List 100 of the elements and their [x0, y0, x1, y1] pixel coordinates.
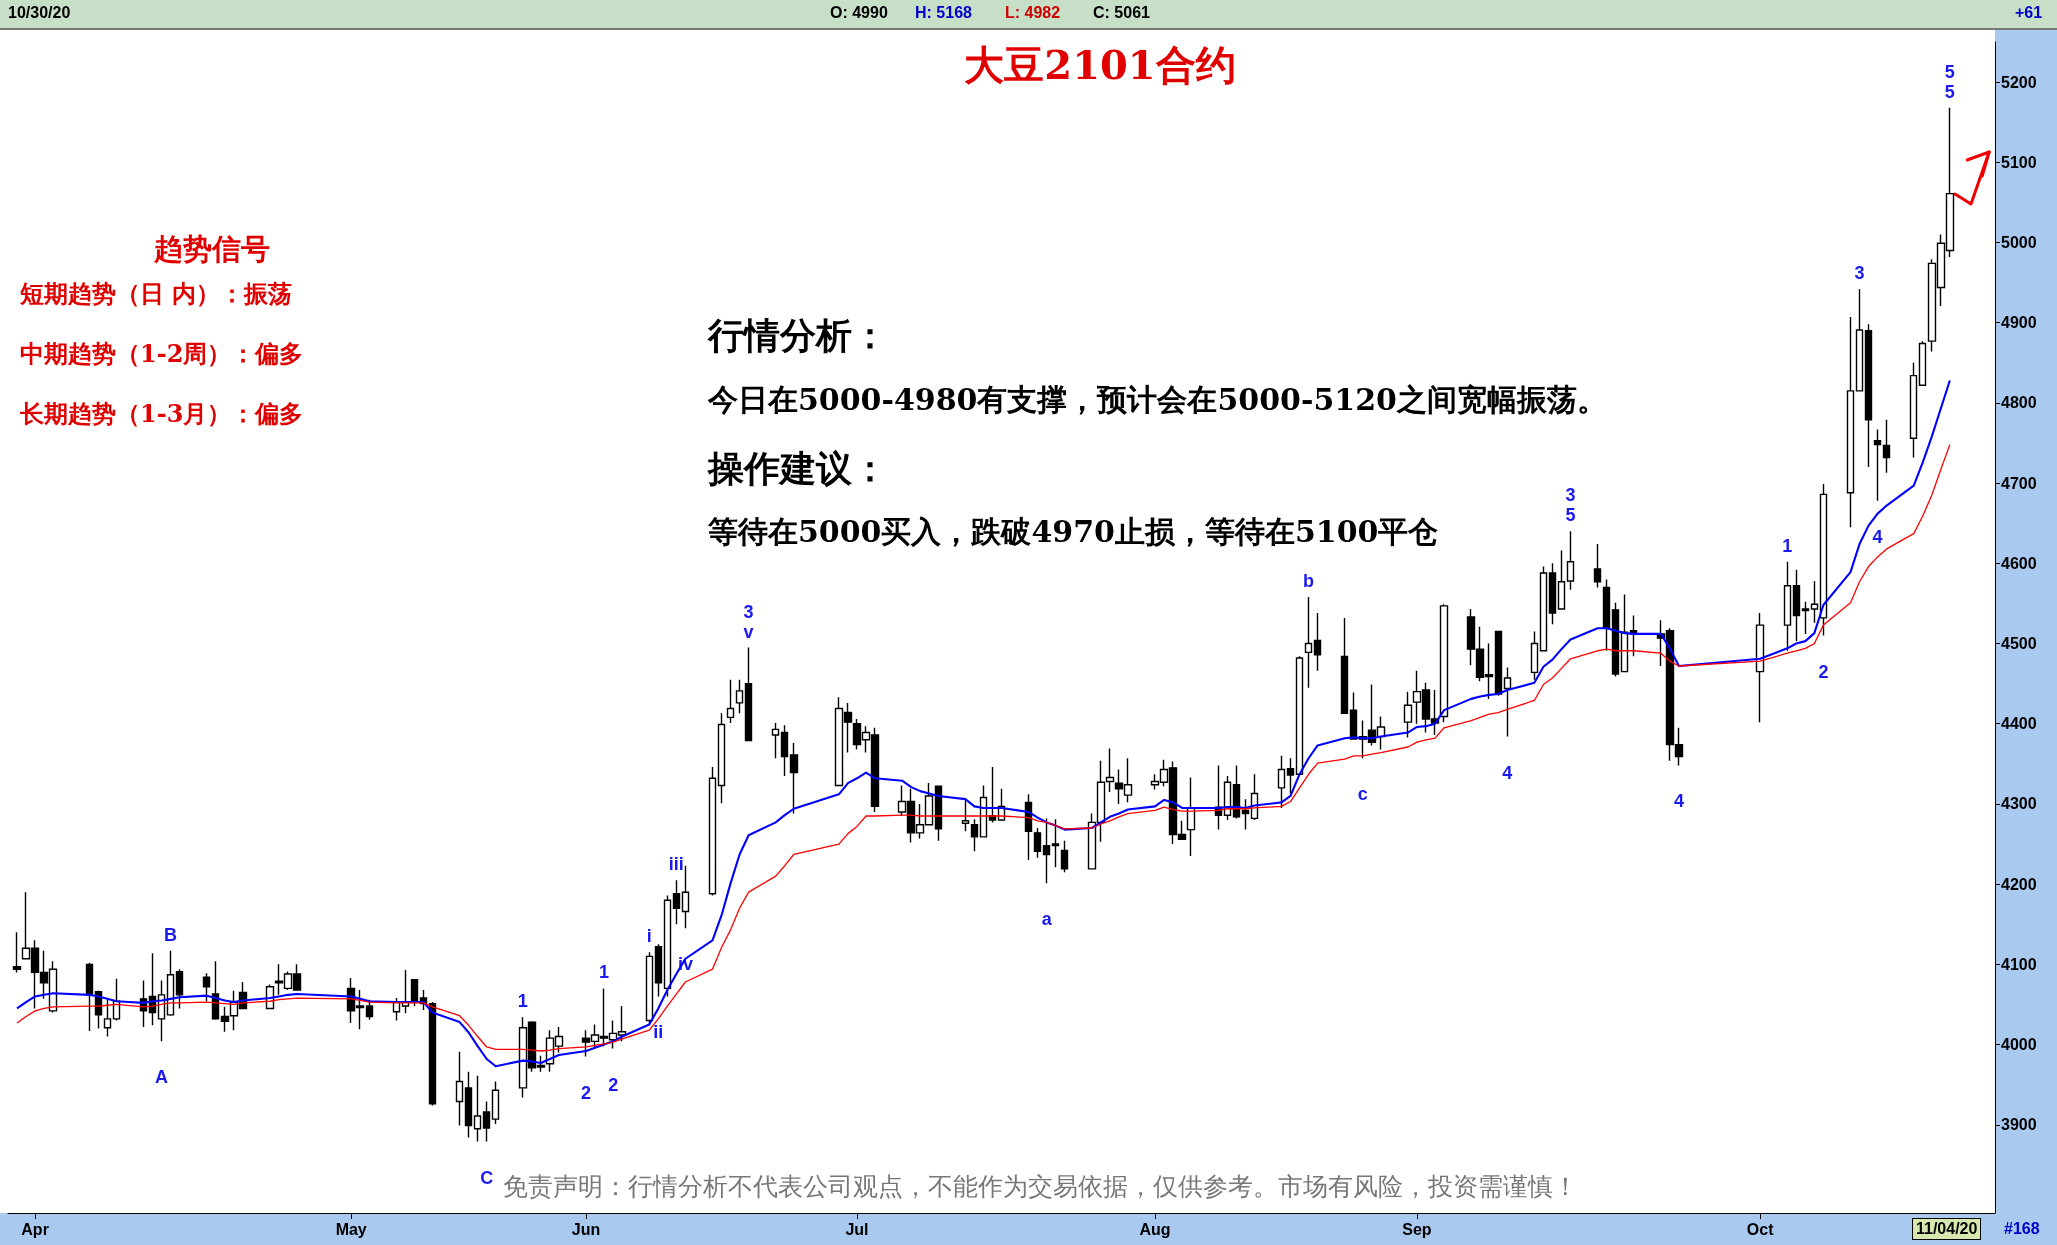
- text: +61: [2015, 4, 2043, 22]
- annotation: 免责声明：行情分析不代表公司观点，不能作为交易依据，仅供参考。市场有风险，投资需谨慎！: [502, 1171, 1578, 1203]
- annotation: 2: [581, 1082, 592, 1103]
- candlestick: [961, 798, 970, 832]
- annotation: 4: [1673, 791, 1684, 812]
- candlestick: [1105, 747, 1115, 793]
- candlestick: [1241, 798, 1250, 831]
- candlestick: [265, 983, 275, 1010]
- annotation: 长期趋势（1-3月）：偏多: [20, 398, 304, 430]
- y-tick-label: 4400: [2001, 715, 2037, 733]
- candlestick: [1801, 601, 1810, 635]
- text: O: 4990: [830, 4, 888, 22]
- annotation: i: [646, 926, 652, 947]
- candlestick: [1810, 580, 1819, 624]
- candlestick: [1792, 569, 1801, 642]
- candlestick: [1286, 757, 1295, 795]
- candlestick: [1557, 549, 1566, 610]
- candlestick: [1783, 561, 1792, 652]
- annotation: 3: [1565, 485, 1576, 506]
- y-tick-label: 4700: [2001, 474, 2037, 492]
- candlestick: [220, 1006, 230, 1033]
- annotation: 中期趋势（1-2周）：偏多: [20, 338, 304, 370]
- annotation: 3: [1854, 263, 1865, 284]
- candlestick: [970, 818, 979, 852]
- y-tick-label: 5200: [2001, 73, 2037, 91]
- candlestick: [1611, 601, 1620, 678]
- candlestick: [744, 646, 753, 742]
- candlestick: [1755, 612, 1765, 723]
- candlestick: [1304, 596, 1313, 689]
- annotation: 5: [1565, 505, 1576, 526]
- y-tick-label: 4600: [2001, 554, 2037, 572]
- candlestick: [1846, 316, 1855, 528]
- annotation: iii: [668, 854, 684, 875]
- candlestick: [1042, 817, 1051, 885]
- annotation: 4: [1502, 762, 1513, 783]
- annotation: 操作建议：: [708, 446, 888, 491]
- candlestick: [1539, 565, 1548, 652]
- candlestick: [491, 1080, 500, 1125]
- candlestick: [428, 1001, 437, 1107]
- candlestick: [1602, 578, 1611, 652]
- candlestick: [780, 724, 789, 777]
- text: #168: [2004, 1220, 2040, 1238]
- annotation: C: [480, 1167, 494, 1188]
- y-tick-label: 4000: [2001, 1036, 2037, 1054]
- text: H: 5168: [915, 4, 972, 22]
- y-tick-label: 5000: [2001, 234, 2037, 252]
- candlestick: [1223, 775, 1232, 821]
- candlestick: [1530, 630, 1539, 681]
- candlestick: [175, 968, 184, 1010]
- y-tick-label: 4300: [2001, 795, 2037, 813]
- annotation: 1: [1782, 535, 1793, 556]
- candlestick: [1882, 419, 1891, 474]
- annotation: 5: [1944, 81, 1955, 102]
- candlestick: [988, 766, 997, 824]
- y-tick-label: 3900: [2001, 1116, 2037, 1134]
- annotation: A: [155, 1067, 169, 1088]
- candlestick: [202, 972, 211, 1002]
- annotation: 3: [743, 601, 754, 622]
- candlestick: [1909, 362, 1918, 459]
- candlestick: [1548, 562, 1557, 625]
- candlestick: [717, 712, 726, 804]
- candlestick: [681, 865, 690, 929]
- annotation: 趋势信号: [154, 231, 270, 268]
- candlestick: [455, 1051, 464, 1127]
- annotation: 1: [599, 962, 610, 983]
- candlestick: [735, 678, 744, 715]
- annotation: 1: [517, 991, 528, 1012]
- annotation: 2: [608, 1074, 619, 1095]
- candlestick: [473, 1075, 482, 1143]
- annotation: ii: [653, 1022, 664, 1043]
- annotation: a: [1041, 909, 1053, 930]
- candlestick: [979, 784, 988, 838]
- x-tick-label: Sep: [1402, 1220, 1432, 1238]
- chart-title: 大豆2101合约: [964, 40, 1236, 90]
- candlestick: [103, 998, 112, 1038]
- candlestick: [1918, 340, 1927, 386]
- x-tick-label: Jul: [845, 1220, 869, 1238]
- candlestick: [166, 950, 175, 1017]
- annotation: 行情分析：: [708, 313, 888, 358]
- candlestick: [726, 678, 735, 724]
- annotation: v: [743, 621, 754, 642]
- candlestick: [12, 931, 22, 974]
- candlestick: [997, 788, 1006, 821]
- candlestick: [1629, 614, 1638, 658]
- candlestick: [1620, 593, 1629, 673]
- candlestick: [1340, 617, 1349, 715]
- annotation: B: [164, 924, 178, 945]
- y-tick-label: 4200: [2001, 875, 2037, 893]
- text: C: 5061: [1093, 4, 1150, 22]
- candlestick: [1349, 691, 1358, 741]
- candlestick: [654, 943, 663, 998]
- candlestick: [1819, 483, 1828, 637]
- candlestick: [482, 1100, 491, 1143]
- candlestick: [1873, 428, 1882, 502]
- candlestick: [1277, 755, 1286, 809]
- candlestick: [1295, 655, 1304, 775]
- x-tick-label: May: [335, 1220, 367, 1238]
- candlestick: [1403, 690, 1413, 739]
- candlestick: [1313, 612, 1322, 672]
- candlestick: [1439, 603, 1449, 723]
